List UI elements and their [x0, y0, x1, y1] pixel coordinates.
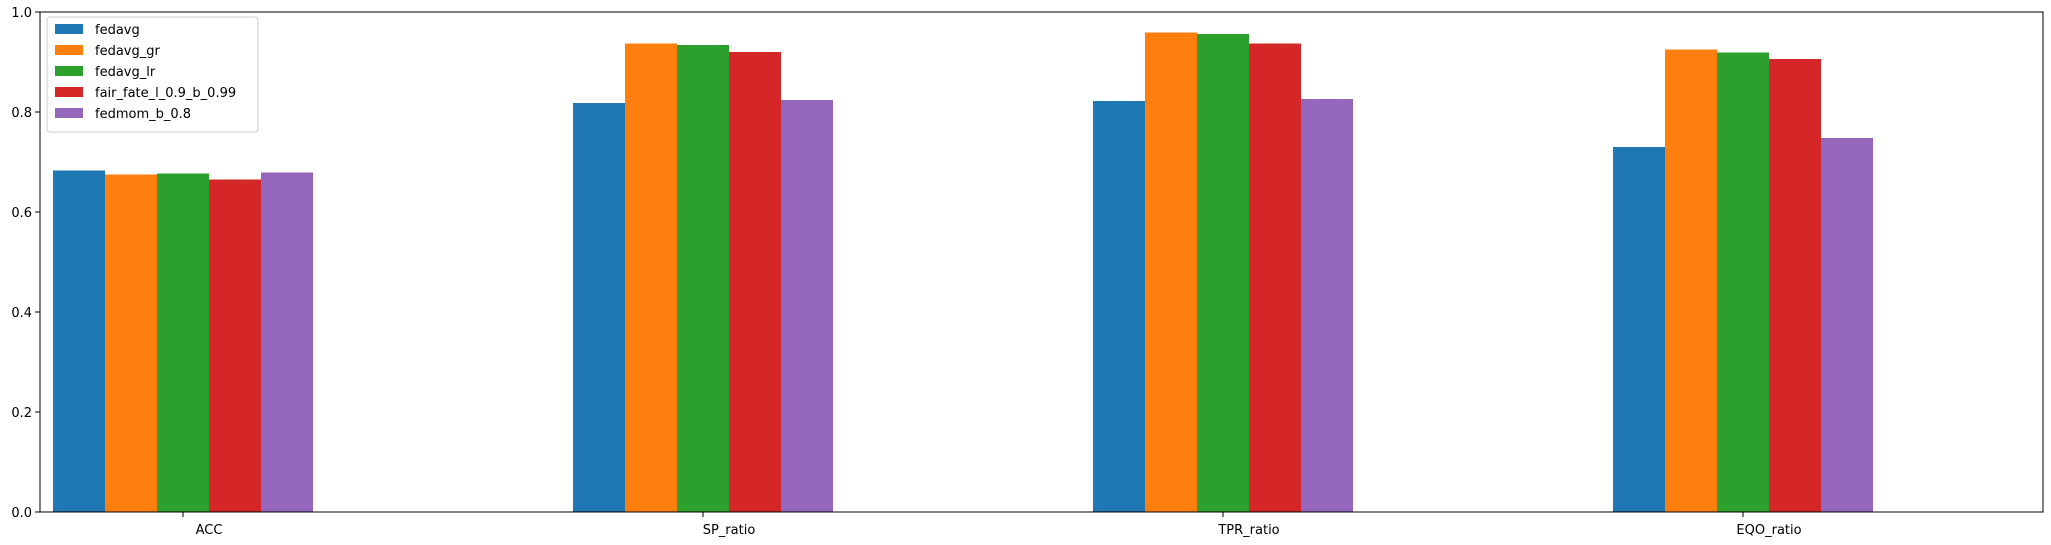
bar-fair_fate_l_0.9_b_0.99-EQO_ratio	[1769, 59, 1821, 512]
x-tick-label-TPR_ratio: TPR_ratio	[1217, 523, 1279, 538]
legend: fedavg fedavg_gr fedavg_lr fair_fate_l_0.9_…	[46, 16, 259, 133]
bar-fedavg_lr-TPR_ratio	[1197, 34, 1249, 512]
legend-box	[46, 16, 259, 133]
axes-layer: 0.0 0.2 0.4 0.6 0.8 1.0 ACC SP_ratio TPR_ratio EQ…	[11, 6, 2044, 538]
bar-fedavg_lr-EQO_ratio	[1717, 52, 1769, 512]
legend-label-fedmom_b_0.8: fedmom_b_0.8	[95, 107, 191, 122]
bars-layer	[53, 32, 1873, 512]
legend-label-fedavg: fedavg	[95, 23, 140, 38]
legend-swatch-fair_fate_l_0.9_b_0.99	[55, 87, 83, 97]
x-tick-label-SP_ratio: SP_ratio	[703, 523, 756, 538]
bar-fedavg-EQO_ratio	[1613, 147, 1665, 512]
legend-label-fedavg_lr: fedavg_lr	[95, 65, 156, 80]
bar-fedmom_b_0.8-ACC	[261, 172, 313, 512]
plot-frame	[39, 11, 2044, 513]
bar-fair_fate_l_0.9_b_0.99-SP_ratio	[729, 52, 781, 512]
legend-swatch-fedavg_gr	[55, 45, 83, 55]
bar-fair_fate_l_0.9_b_0.99-TPR_ratio	[1249, 43, 1301, 512]
bar-fedavg-SP_ratio	[573, 103, 625, 512]
y-tick-label: 0.8	[11, 106, 32, 121]
y-tick-label: 0.4	[11, 306, 32, 321]
bar-fedavg_gr-ACC	[105, 174, 157, 512]
legend-swatch-fedmom_b_0.8	[55, 108, 83, 118]
bar-fedavg_gr-EQO_ratio	[1665, 49, 1717, 512]
y-tick-label: 0.2	[11, 406, 32, 421]
bar-fedavg_gr-TPR_ratio	[1145, 32, 1197, 512]
bar-fedmom_b_0.8-SP_ratio	[781, 100, 833, 512]
bar-fair_fate_l_0.9_b_0.99-ACC	[209, 179, 261, 512]
bar-fedmom_b_0.8-EQO_ratio	[1821, 138, 1873, 512]
bar-fedavg_lr-SP_ratio	[677, 45, 729, 512]
legend-label-fair_fate_l_0.9_b_0.99: fair_fate_l_0.9_b_0.99	[95, 86, 236, 101]
y-tick-label: 1.0	[11, 6, 32, 21]
x-tick-label-EQO_ratio: EQO_ratio	[1736, 523, 1801, 538]
bar-fedavg-TPR_ratio	[1093, 101, 1145, 512]
legend-label-fedavg_gr: fedavg_gr	[95, 44, 160, 59]
x-tick-label-ACC: ACC	[196, 523, 223, 538]
legend-swatch-fedavg_lr	[55, 66, 83, 76]
legend-swatch-fedavg	[55, 24, 83, 34]
bar-fedavg-ACC	[53, 170, 105, 512]
bar-fedmom_b_0.8-TPR_ratio	[1301, 99, 1353, 512]
y-tick-label: 0.0	[11, 506, 32, 521]
bar-fedavg_lr-ACC	[157, 173, 209, 512]
bar-fedavg_gr-SP_ratio	[625, 43, 677, 512]
y-tick-label: 0.6	[11, 206, 32, 221]
